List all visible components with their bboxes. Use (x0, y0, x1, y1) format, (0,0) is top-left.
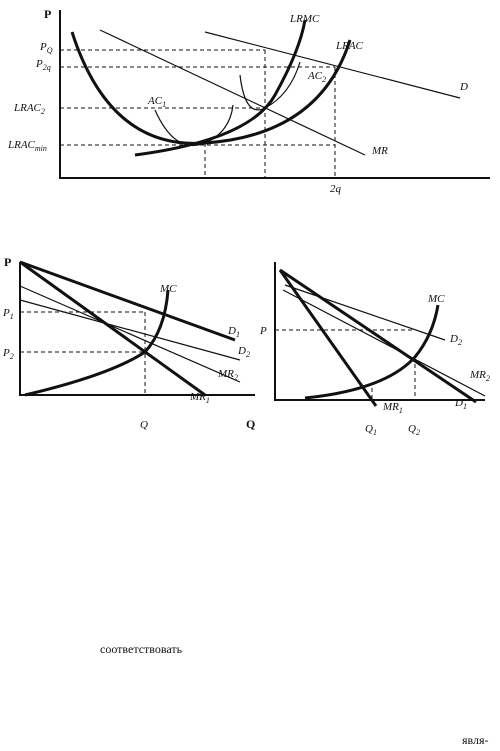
label-part: 1 (10, 312, 14, 321)
label: LRAC2 (13, 102, 45, 116)
label: Q (246, 417, 255, 431)
d1-line (279, 268, 477, 404)
diagram-3: P MC D2 MR2 D1 MR1 Q1 Q2 (259, 262, 490, 437)
label-part: 1 (206, 396, 210, 405)
label: D2 (449, 333, 462, 347)
label-part: P (39, 41, 47, 53)
label: MR1 (382, 401, 403, 415)
label-part: D (237, 345, 246, 357)
label-part: P (2, 347, 10, 359)
label-part: AC (307, 70, 323, 82)
label-part: 2 (234, 373, 238, 382)
label-part: LRAC (13, 102, 42, 114)
label: P (259, 325, 267, 337)
label: 2q (330, 183, 342, 195)
label: LRAC (335, 40, 364, 52)
ac1-curve (154, 104, 234, 147)
label-part: Q (365, 423, 373, 435)
label: MR1 (189, 391, 210, 405)
label: MC (427, 293, 445, 305)
mc-curve (304, 304, 440, 400)
mr1-line (278, 269, 378, 407)
label: D2 (237, 345, 250, 359)
label-part: MR (217, 368, 234, 380)
label-part: D (449, 333, 458, 345)
label-part: D (454, 397, 463, 409)
diagram-1: P PQ P2q LRAC2 LRACmin LRMC LRAC AC1 AC2… (7, 7, 490, 195)
label-part: LRAC (7, 139, 36, 151)
label-part: min (35, 144, 47, 153)
guides (60, 49, 336, 178)
guides (275, 329, 416, 400)
mc-curve (24, 289, 170, 397)
label-part: 2 (322, 75, 326, 84)
guides (20, 311, 146, 395)
label: P2 (2, 347, 14, 361)
label: LRACmin (7, 139, 47, 153)
label-part: 1 (399, 406, 403, 415)
diagram-2: P P1 P2 MC D1 D2 MR2 MR1 Q Q (2, 255, 255, 431)
label-part: MR (469, 369, 486, 381)
d2-line (284, 284, 446, 341)
axes (19, 262, 255, 396)
lrac-curve (70, 31, 352, 145)
mr-line (99, 29, 366, 156)
label: D1 (227, 325, 240, 339)
label: Q (140, 419, 148, 431)
label-part: 2 (416, 428, 420, 437)
axes (59, 10, 490, 179)
label-part: 2 (486, 374, 490, 383)
label-part: 2 (10, 352, 14, 361)
lrmc-curve (134, 19, 307, 157)
label: Q2 (408, 423, 420, 437)
label-part: MR (382, 401, 399, 413)
label: P (44, 7, 51, 21)
label-part: 2 (41, 107, 45, 116)
d-line (204, 31, 461, 99)
label-part: 1 (162, 100, 166, 109)
label: MR2 (217, 368, 238, 382)
label: D1 (454, 397, 467, 411)
label: MR2 (469, 369, 490, 383)
label-part: 1 (463, 402, 467, 411)
d2-line (19, 299, 241, 361)
text-fragment: явля- (462, 733, 489, 747)
label-part: AC (147, 95, 163, 107)
label: D (459, 81, 468, 93)
label: P (4, 255, 11, 269)
label-part: D (227, 325, 236, 337)
mr2-line (282, 289, 486, 397)
label: AC2 (307, 70, 326, 84)
label-part: 2q (43, 63, 51, 72)
mr2-line (19, 285, 241, 383)
label-part: 1 (373, 428, 377, 437)
label: MC (159, 283, 177, 295)
mr1-line (19, 260, 206, 397)
label-part: Q (47, 46, 53, 55)
label-part: 2 (458, 338, 462, 347)
d1-line (19, 260, 236, 342)
text-fragment: соответствовать (100, 642, 183, 656)
label: P2q (35, 58, 51, 72)
label: PQ (39, 41, 53, 55)
label-part: 2 (246, 350, 250, 359)
label: P1 (2, 307, 14, 321)
label-part: P (2, 307, 10, 319)
ac2-curve (239, 61, 301, 111)
label: LRMC (289, 13, 320, 25)
label-part: 1 (236, 330, 240, 339)
label-part: P (35, 58, 43, 70)
label: AC1 (147, 95, 166, 109)
label-part: MR (189, 391, 206, 403)
label-part: Q (408, 423, 416, 435)
label: Q1 (365, 423, 377, 437)
label: MR (371, 145, 388, 157)
